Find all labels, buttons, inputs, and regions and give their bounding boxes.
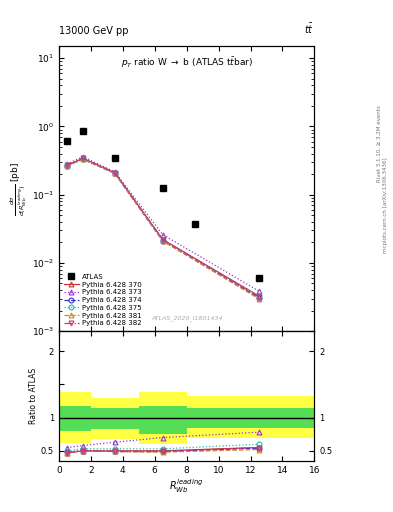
Pythia 6.428 382 [256, 294, 261, 300]
ATLAS [64, 138, 69, 144]
ATLAS [160, 185, 165, 191]
Pythia 6.428 374 [112, 170, 117, 177]
Text: $p_T$ ratio W $\rightarrow$ b (ATLAS t$\bar{t}$bar): $p_T$ ratio W $\rightarrow$ b (ATLAS t$\… [121, 55, 253, 70]
Pythia 6.428 381 [256, 295, 261, 302]
Pythia 6.428 373 [256, 288, 261, 294]
Pythia 6.428 382 [64, 162, 69, 168]
Text: $t\bar{t}$: $t\bar{t}$ [305, 22, 314, 36]
Pythia 6.428 373 [81, 154, 85, 160]
Pythia 6.428 375 [112, 169, 117, 176]
Pythia 6.428 373 [112, 169, 117, 175]
Pythia 6.428 381 [160, 238, 165, 244]
Pythia 6.428 382 [112, 169, 117, 176]
Pythia 6.428 374 [81, 156, 85, 162]
Text: 13000 GeV pp: 13000 GeV pp [59, 26, 129, 36]
Line: Pythia 6.428 373: Pythia 6.428 373 [64, 154, 261, 293]
Pythia 6.428 375 [81, 155, 85, 161]
Pythia 6.428 375 [256, 293, 261, 299]
Line: Pythia 6.428 375: Pythia 6.428 375 [64, 156, 261, 298]
X-axis label: $R_{Wb}^{leading}$: $R_{Wb}^{leading}$ [169, 477, 204, 495]
Pythia 6.428 382 [160, 237, 165, 243]
ATLAS [256, 275, 261, 281]
Legend: ATLAS, Pythia 6.428 370, Pythia 6.428 373, Pythia 6.428 374, Pythia 6.428 375, P: ATLAS, Pythia 6.428 370, Pythia 6.428 37… [62, 272, 143, 328]
Pythia 6.428 370 [256, 293, 261, 299]
Text: ATLAS_2020_I1801434: ATLAS_2020_I1801434 [151, 315, 222, 321]
Pythia 6.428 381 [81, 156, 85, 162]
ATLAS [112, 155, 117, 161]
Pythia 6.428 374 [256, 294, 261, 301]
Pythia 6.428 381 [64, 163, 69, 169]
Line: Pythia 6.428 381: Pythia 6.428 381 [64, 157, 261, 301]
Pythia 6.428 374 [64, 163, 69, 169]
ATLAS [192, 221, 197, 227]
Y-axis label: $\frac{d\sigma}{d(R_{Wb}^{leading})}$ [pb]: $\frac{d\sigma}{d(R_{Wb}^{leading})}$ [p… [9, 162, 29, 216]
Pythia 6.428 381 [112, 170, 117, 177]
ATLAS [81, 128, 85, 134]
Pythia 6.428 375 [160, 237, 165, 243]
Pythia 6.428 373 [64, 161, 69, 167]
Pythia 6.428 370 [81, 155, 85, 161]
Text: mcplots.cern.ch [arXiv:1306.3436]: mcplots.cern.ch [arXiv:1306.3436] [383, 157, 387, 252]
Line: Pythia 6.428 374: Pythia 6.428 374 [64, 157, 261, 300]
Pythia 6.428 375 [64, 162, 69, 168]
Pythia 6.428 370 [64, 162, 69, 168]
Y-axis label: Ratio to ATLAS: Ratio to ATLAS [29, 368, 38, 424]
Line: ATLAS: ATLAS [64, 128, 262, 281]
Pythia 6.428 382 [81, 155, 85, 161]
Line: Pythia 6.428 370: Pythia 6.428 370 [64, 156, 261, 298]
Pythia 6.428 370 [160, 237, 165, 243]
Pythia 6.428 370 [112, 169, 117, 176]
Line: Pythia 6.428 382: Pythia 6.428 382 [64, 156, 261, 299]
Text: Rivet 3.1.10, ≥ 3.2M events: Rivet 3.1.10, ≥ 3.2M events [377, 105, 382, 182]
Pythia 6.428 374 [160, 238, 165, 244]
Pythia 6.428 373 [160, 231, 165, 238]
